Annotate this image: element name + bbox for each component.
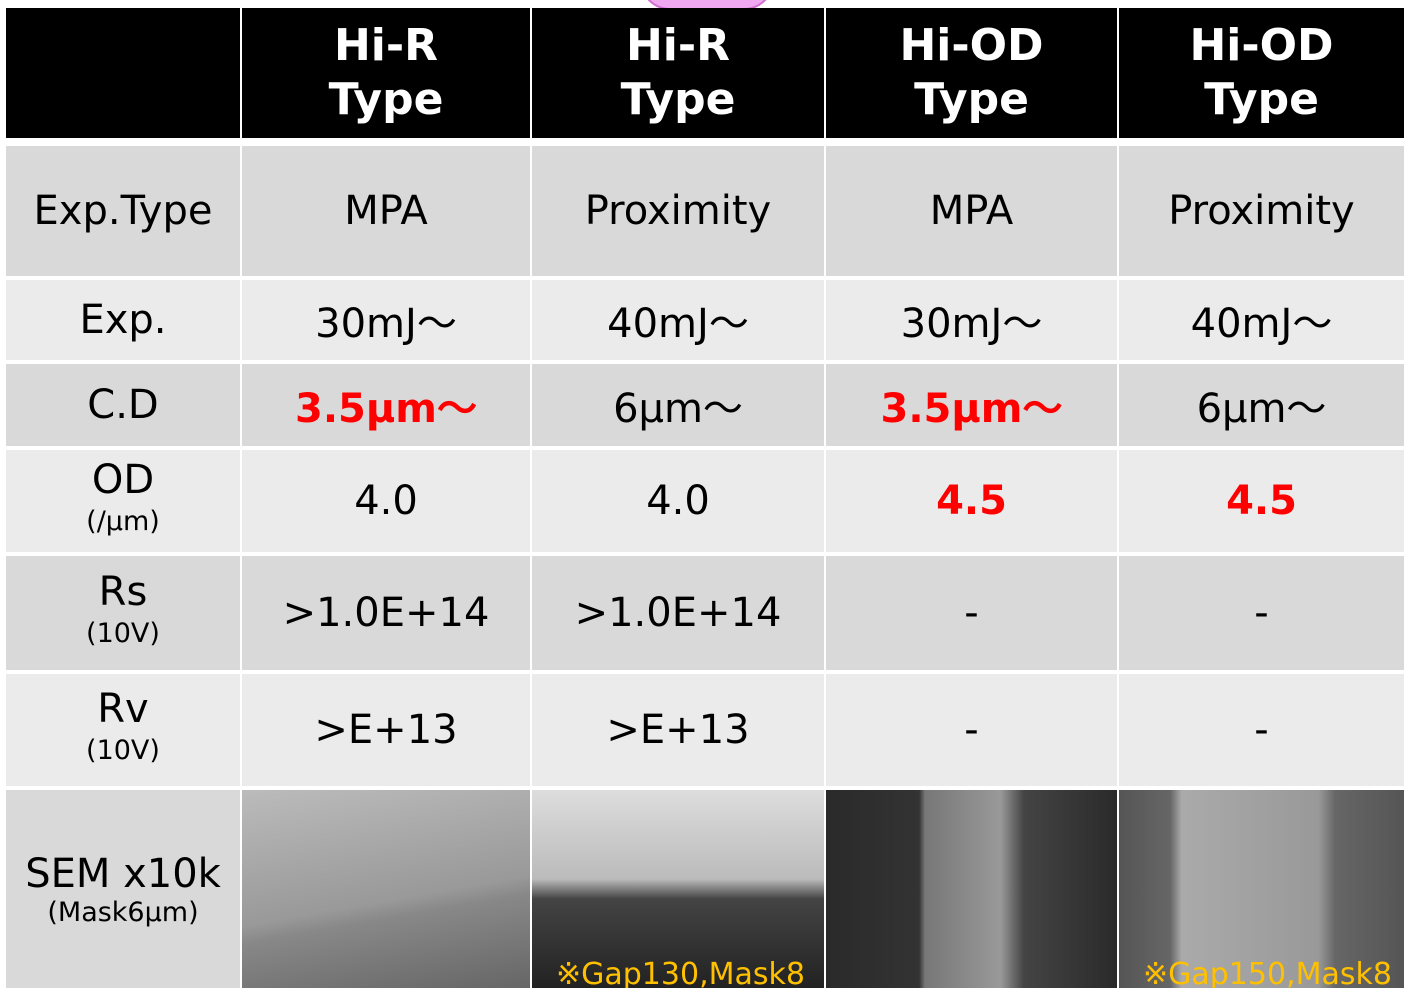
- header-cell: Hi-OD Type: [826, 8, 1117, 138]
- header-text: Type: [914, 74, 1029, 125]
- header-text: Hi-OD: [1189, 20, 1334, 71]
- label-text: Exp.Type: [33, 188, 213, 234]
- note-text: ※Gap130,Mask8: [556, 957, 805, 988]
- value-text: 40mJ～: [1190, 301, 1333, 347]
- value-text: 40mJ～: [607, 301, 749, 347]
- value-cell: 4.0: [242, 450, 530, 552]
- value-cell: >E+13: [532, 674, 824, 786]
- value-text: >E+13: [314, 707, 458, 753]
- value-text: 4.0: [354, 478, 418, 524]
- value-cell: 40mJ～: [1119, 280, 1404, 360]
- row-label: Rs (10V): [6, 556, 240, 670]
- value-cell: 4.5: [1119, 450, 1404, 552]
- row-label: OD (/μm): [6, 450, 240, 552]
- sem-image: [242, 790, 530, 988]
- value-cell: -: [1119, 674, 1404, 786]
- value-cell: 6μm～: [1119, 364, 1404, 446]
- value-cell: 4.5: [826, 450, 1117, 552]
- label-text: SEM x10k: [25, 850, 221, 897]
- value-text: MPA: [344, 188, 428, 234]
- value-text: Proximity: [1168, 188, 1355, 234]
- value-text: MPA: [929, 188, 1014, 234]
- value-text: -: [1254, 590, 1269, 636]
- value-text: >1.0E+14: [282, 590, 490, 636]
- value-text: 6μm～: [613, 386, 743, 432]
- label-text: C.D: [87, 382, 159, 428]
- value-cell: 4.0: [532, 450, 824, 552]
- sublabel-text: (10V): [86, 735, 160, 766]
- row-label: SEM x10k (Mask6μm): [6, 790, 240, 988]
- value-cell: 40mJ～: [532, 280, 824, 360]
- header-cell: Hi-OD Type: [1119, 8, 1404, 138]
- label-text: Rv: [97, 686, 149, 732]
- value-text: Proximity: [584, 188, 772, 234]
- header-text: Hi-OD: [899, 20, 1044, 71]
- header-text: Type: [620, 74, 736, 125]
- sublabel-text: (Mask6μm): [47, 896, 199, 928]
- row-label: Exp.: [6, 280, 240, 360]
- sublabel-text: (/μm): [86, 506, 160, 537]
- value-cell: -: [826, 674, 1117, 786]
- value-cell: Proximity: [532, 146, 824, 276]
- value-text: 3.5μm～: [295, 386, 477, 432]
- value-cell: 3.5μm～: [826, 364, 1117, 446]
- sublabel-text: (10V): [86, 618, 160, 649]
- sem-image: ※Gap150,Mask8: [1119, 790, 1404, 988]
- sem-image: [826, 790, 1117, 988]
- header-text: Type: [1204, 74, 1319, 125]
- value-cell: MPA: [242, 146, 530, 276]
- value-text: 30mJ～: [315, 301, 457, 347]
- value-cell: 6μm～: [532, 364, 824, 446]
- value-cell: -: [826, 556, 1117, 670]
- header-text: Type: [328, 74, 444, 125]
- label-text: OD: [91, 457, 155, 503]
- sem-image: ※Gap130,Mask8: [532, 790, 824, 988]
- value-cell: >1.0E+14: [242, 556, 530, 670]
- value-cell: 30mJ～: [826, 280, 1117, 360]
- value-cell: >E+13: [242, 674, 530, 786]
- value-text: 6μm～: [1196, 386, 1327, 432]
- value-cell: 30mJ～: [242, 280, 530, 360]
- row-label: Exp.Type: [6, 146, 240, 276]
- header-text: Hi-R: [333, 20, 439, 71]
- note-text: ※Gap150,Mask8: [1143, 957, 1392, 988]
- value-text: >1.0E+14: [574, 590, 782, 636]
- value-text: 4.5: [936, 478, 1007, 524]
- header-cell: Hi-R Type: [532, 8, 824, 138]
- value-text: 30mJ～: [900, 301, 1043, 347]
- label-text: Exp.: [79, 297, 167, 343]
- row-label: C.D: [6, 364, 240, 446]
- value-text: -: [964, 707, 979, 753]
- header-cell: [6, 8, 240, 138]
- row-label: Rv (10V): [6, 674, 240, 786]
- value-text: >E+13: [606, 707, 750, 753]
- value-text: 3.5μm～: [880, 386, 1063, 432]
- header-cell: Hi-R Type: [242, 8, 530, 138]
- label-text: Rs: [98, 569, 148, 615]
- value-text: -: [964, 590, 979, 636]
- value-cell: 3.5μm～: [242, 364, 530, 446]
- value-cell: MPA: [826, 146, 1117, 276]
- value-cell: -: [1119, 556, 1404, 670]
- value-text: 4.0: [646, 478, 710, 524]
- value-cell: Proximity: [1119, 146, 1404, 276]
- value-cell: >1.0E+14: [532, 556, 824, 670]
- value-text: 4.5: [1226, 478, 1297, 524]
- value-text: -: [1254, 707, 1269, 753]
- header-text: Hi-R: [625, 20, 731, 71]
